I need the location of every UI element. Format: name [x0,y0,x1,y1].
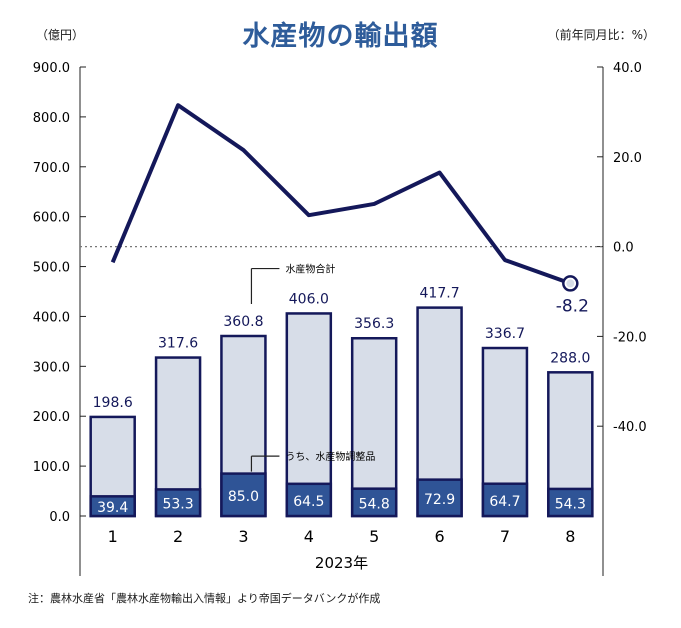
processed-value-label: 39.4 [97,500,128,516]
right-tick-label: -20.0 [613,330,647,345]
left-tick-label: 400.0 [33,310,70,325]
processed-bar [220,472,267,518]
processed-value-label: 85.0 [228,489,259,505]
left-axis-unit: （億円） [36,28,85,42]
processed-bar [285,482,333,518]
chart-title: 水産物の輸出額 [242,21,439,52]
last-point-inner [566,279,575,288]
total-value-label: 356.3 [354,316,394,332]
x-tick-label: 5 [369,527,379,546]
processed-value-label: 72.9 [424,492,455,508]
right-tick-label: 20.0 [613,151,642,166]
processed-bar [547,487,594,518]
total-value-label: 198.6 [93,395,133,411]
x-axis-label: 2023年 [315,554,368,572]
right-tick-label: 40.0 [613,61,642,76]
total-value-label: 406.0 [289,291,329,307]
processed-callout-label: うち、水産物調整品 [285,450,375,463]
right-tick-label: -40.0 [613,420,647,435]
right-tick-label: 0.0 [613,241,634,256]
processed-value-label: 54.3 [555,496,586,512]
total-value-label: 288.0 [550,350,590,366]
x-tick-label: 7 [500,527,510,546]
processed-bar [154,488,202,518]
processed-bar [416,478,463,518]
processed-value-label: 64.7 [489,494,520,510]
yoy-line [110,103,571,286]
processed-value-label: 64.5 [293,494,324,510]
left-tick-label: 700.0 [33,161,70,176]
total-value-label: 360.8 [223,314,263,330]
x-tick-label: 6 [434,527,444,546]
left-tick-label: 800.0 [33,111,70,126]
total-callout-label: 水産物合計 [285,263,335,276]
last-point-label: -8.2 [556,296,589,316]
left-tick-label: 900.0 [33,61,70,76]
total-value-label: 336.7 [485,326,525,342]
processed-bar [481,482,529,518]
x-tick-label: 2 [173,527,183,546]
processed-bar [89,495,136,518]
left-tick-label: 300.0 [33,360,70,375]
x-tick-label: 8 [565,527,575,546]
left-tick-label: 0.0 [49,510,70,525]
left-tick-label: 100.0 [33,460,70,475]
x-tick-label: 1 [108,527,118,546]
processed-value-label: 54.8 [359,496,390,512]
x-tick-label: 3 [238,527,248,546]
left-tick-label: 500.0 [33,261,70,276]
right-axis-unit: （前年同月比：%） [547,28,655,42]
x-tick-label: 4 [304,527,314,546]
left-tick-label: 200.0 [33,410,70,425]
source-note: 注：農林水産省「農林水産物輸出入情報」より帝国データバンクが作成 [28,592,381,605]
total-value-label: 317.6 [158,336,198,352]
processed-value-label: 53.3 [162,497,193,513]
total-value-label: 417.7 [420,286,460,302]
total-bar [285,312,333,518]
processed-bar [350,487,398,518]
total-bar [350,336,398,518]
left-tick-label: 600.0 [33,211,70,226]
